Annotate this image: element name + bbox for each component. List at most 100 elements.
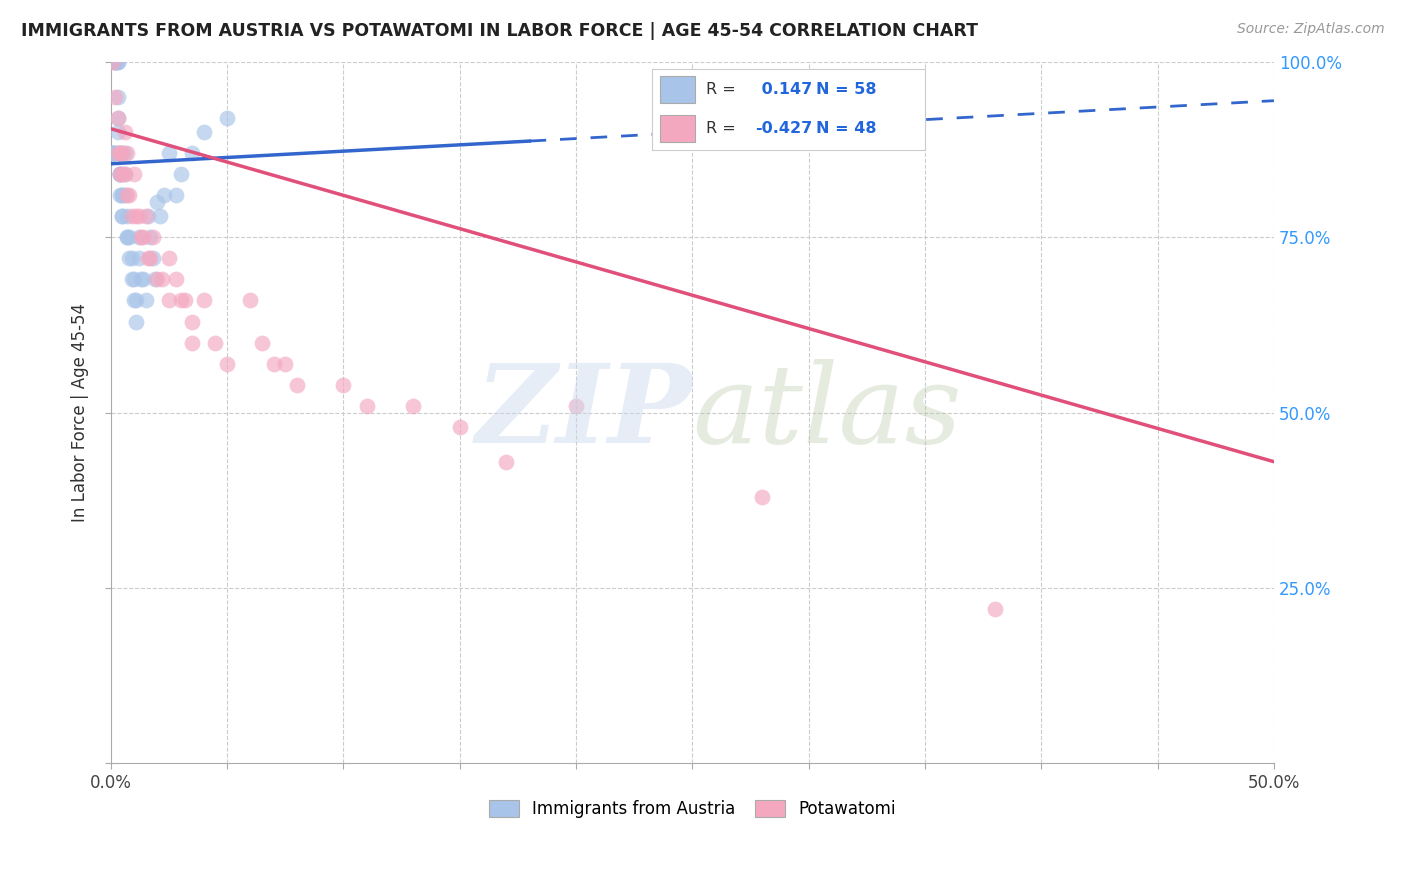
- Point: [107, 125, 129, 139]
- Point: [111, 210, 134, 224]
- Point: [108, 188, 131, 202]
- Point: [984, 602, 1007, 616]
- Point: [149, 210, 172, 224]
- Text: Source: ZipAtlas.com: Source: ZipAtlas.com: [1237, 22, 1385, 37]
- Text: ZIP: ZIP: [475, 359, 692, 467]
- Point: [449, 419, 471, 434]
- Point: [495, 455, 517, 469]
- Point: [121, 210, 143, 224]
- Text: IMMIGRANTS FROM AUSTRIA VS POTAWATOMI IN LABOR FORCE | AGE 45-54 CORRELATION CHA: IMMIGRANTS FROM AUSTRIA VS POTAWATOMI IN…: [21, 22, 979, 40]
- Point: [107, 112, 129, 126]
- Point: [193, 293, 215, 308]
- Point: [114, 125, 136, 139]
- Point: [285, 377, 308, 392]
- Text: atlas: atlas: [692, 359, 962, 467]
- Point: [107, 55, 129, 70]
- Point: [104, 55, 127, 70]
- Point: [115, 146, 138, 161]
- Point: [169, 167, 191, 181]
- Point: [181, 314, 204, 328]
- Point: [153, 188, 176, 202]
- Point: [132, 230, 155, 244]
- Point: [181, 146, 204, 161]
- Point: [128, 210, 150, 224]
- Point: [125, 293, 148, 308]
- Point: [132, 272, 155, 286]
- Point: [122, 167, 145, 181]
- Point: [107, 55, 129, 70]
- Point: [263, 357, 285, 371]
- Point: [122, 293, 145, 308]
- Point: [157, 146, 180, 161]
- Point: [356, 399, 378, 413]
- Point: [121, 252, 143, 266]
- Point: [107, 146, 129, 161]
- Point: [101, 146, 124, 161]
- Point: [402, 399, 425, 413]
- Point: [115, 230, 138, 244]
- Point: [751, 490, 773, 504]
- Point: [108, 167, 131, 181]
- Point: [250, 335, 273, 350]
- Point: [142, 252, 165, 266]
- Point: [111, 167, 134, 181]
- Y-axis label: In Labor Force | Age 45-54: In Labor Force | Age 45-54: [72, 303, 89, 522]
- Point: [332, 377, 354, 392]
- Point: [108, 167, 131, 181]
- Point: [104, 55, 127, 70]
- Point: [115, 188, 138, 202]
- Point: [108, 146, 131, 161]
- Point: [101, 146, 124, 161]
- Point: [157, 252, 180, 266]
- Point: [142, 230, 165, 244]
- Point: [193, 125, 215, 139]
- Point: [101, 146, 124, 161]
- Point: [104, 55, 127, 70]
- Point: [136, 210, 159, 224]
- Point: [125, 210, 148, 224]
- Point: [104, 146, 127, 161]
- Legend: Immigrants from Austria, Potawatomi: Immigrants from Austria, Potawatomi: [482, 793, 903, 825]
- Point: [121, 272, 143, 286]
- Point: [111, 188, 134, 202]
- Point: [181, 335, 204, 350]
- Point: [115, 230, 138, 244]
- Point: [111, 188, 134, 202]
- Point: [107, 90, 129, 104]
- Point: [122, 272, 145, 286]
- Point: [118, 230, 141, 244]
- Point: [274, 357, 297, 371]
- Point: [139, 230, 162, 244]
- Point: [128, 252, 150, 266]
- Point: [125, 314, 148, 328]
- Point: [169, 293, 191, 308]
- Point: [129, 272, 152, 286]
- Point: [114, 167, 136, 181]
- Point: [217, 112, 239, 126]
- Point: [150, 272, 173, 286]
- Point: [108, 146, 131, 161]
- Point: [118, 188, 141, 202]
- Point: [565, 399, 588, 413]
- Point: [107, 146, 129, 161]
- Point: [108, 146, 131, 161]
- Point: [108, 167, 131, 181]
- Point: [114, 167, 136, 181]
- Point: [174, 293, 197, 308]
- Point: [111, 210, 134, 224]
- Point: [104, 90, 127, 104]
- Point: [165, 272, 187, 286]
- Point: [101, 55, 124, 70]
- Point: [107, 112, 129, 126]
- Point: [128, 230, 150, 244]
- Point: [114, 146, 136, 161]
- Point: [135, 210, 157, 224]
- Point: [135, 293, 157, 308]
- Point: [165, 188, 187, 202]
- Point: [136, 252, 159, 266]
- Point: [108, 167, 131, 181]
- Point: [157, 293, 180, 308]
- Point: [111, 146, 134, 161]
- Point: [104, 55, 127, 70]
- Point: [129, 230, 152, 244]
